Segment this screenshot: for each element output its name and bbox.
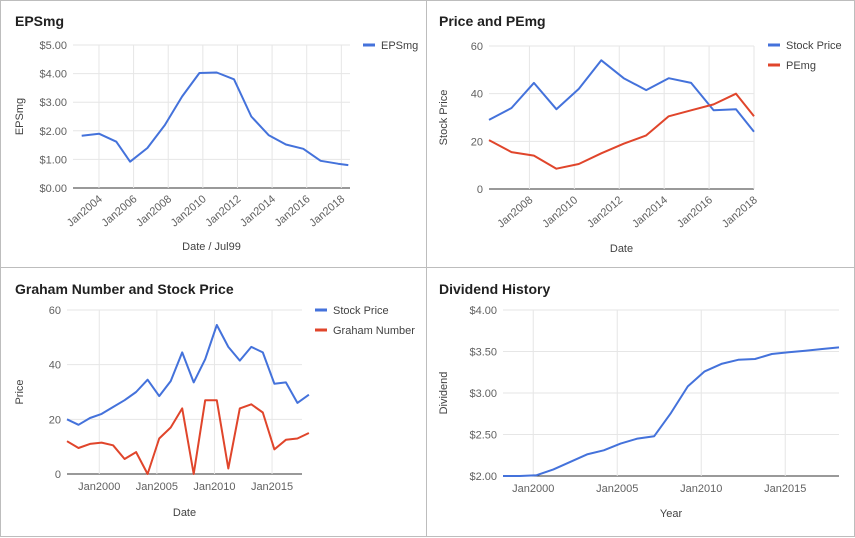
x-tick-label: Jan2004 (65, 193, 105, 229)
y-tick-label: $3.50 (469, 347, 497, 359)
x-tick-label: Jan2016 (273, 193, 313, 229)
y-axis-label: Price (14, 379, 26, 404)
x-tick-label: Jan2018 (720, 194, 760, 230)
x-tick-label: Jan2000 (512, 483, 554, 495)
y-tick-label: 60 (49, 305, 61, 317)
series-line-stock-price (66, 324, 310, 426)
chart-panel-price-pemg: Price and PEmg 0 20 40 60 Jan2008 Jan2010 Jan20… (426, 0, 855, 268)
x-tick-label: Jan2012 (203, 193, 243, 229)
chart-panel-dividend-history: Dividend History $2.00 $2.50 $3.00 $3.50 $4.0… (426, 267, 855, 537)
legend-label-graham-number: Graham Number (333, 325, 415, 337)
x-axis-label: Year (660, 508, 683, 520)
y-tick-label: $3.00 (39, 97, 67, 109)
x-tick-label: Jan2005 (596, 483, 638, 495)
legend-label-stock-price: Stock Price (786, 40, 842, 52)
y-tick-label: $2.00 (39, 126, 67, 138)
y-tick-label: $2.00 (469, 471, 497, 483)
y-tick-label: $4.00 (39, 69, 67, 81)
x-tick-label: Jan2010 (540, 194, 580, 230)
y-tick-label: $4.00 (469, 305, 497, 317)
chart-title: Price and PEmg (439, 13, 546, 29)
chart-svg: Graham Number and Stock Price 0 20 40 60 Jan2… (14, 281, 415, 519)
y-tick-label: 40 (471, 89, 483, 101)
x-tick-label: Jan2018 (307, 193, 347, 229)
y-axis-label: EPSmg (14, 98, 26, 135)
chart-title: Dividend History (439, 281, 550, 297)
x-tick-label: Jan2016 (675, 194, 715, 230)
y-tick-label: 40 (49, 360, 61, 372)
x-tick-label: Jan2012 (585, 194, 625, 230)
x-tick-label: Jan2015 (764, 483, 806, 495)
y-axis-label: Stock Price (438, 90, 450, 146)
y-tick-label: 20 (471, 136, 483, 148)
x-tick-label: Jan2010 (680, 483, 722, 495)
x-tick-label: Jan2006 (99, 193, 139, 229)
x-axis-label: Date (610, 243, 633, 255)
y-tick-label: $1.00 (39, 154, 67, 166)
y-tick-label: $2.50 (469, 430, 497, 442)
x-tick-label: Jan2014 (238, 193, 278, 229)
x-tick-label: Jan2008 (495, 194, 535, 230)
series-line-graham-number (66, 399, 310, 475)
x-axis-label: Date (173, 507, 196, 519)
x-tick-label: Jan2015 (251, 481, 293, 493)
y-tick-label: 0 (477, 184, 483, 196)
legend-label-stock-price: Stock Price (333, 305, 389, 317)
x-axis-label: Date / Jul99 (182, 241, 241, 253)
y-axis-label: Dividend (438, 372, 450, 415)
x-tick-label: Jan2000 (78, 481, 120, 493)
legend-label-pemg: PEmg (786, 60, 816, 72)
chart-svg: Dividend History $2.00 $2.50 $3.00 $3.50 $4.0… (438, 281, 840, 520)
chart-panel-epsmg: EPSmg $0.00 $1.00 $2.00 $3.00 $4.00 $5.00 Jan20… (0, 0, 427, 268)
x-tick-label: Jan2005 (136, 481, 178, 493)
x-tick-label: Jan2010 (169, 193, 209, 229)
chart-title: Graham Number and Stock Price (15, 281, 234, 297)
y-tick-label: 0 (55, 469, 61, 481)
x-tick-label: Jan2014 (630, 194, 670, 230)
y-tick-label: $0.00 (39, 183, 67, 195)
chart-title: EPSmg (15, 13, 64, 29)
y-tick-label: $3.00 (469, 388, 497, 400)
series-line-epsmg (81, 71, 349, 167)
y-tick-label: $5.00 (39, 40, 67, 52)
series-line-dividend (503, 346, 840, 477)
y-tick-label: 20 (49, 414, 61, 426)
chart-panel-graham-number: Graham Number and Stock Price 0 20 40 60 Jan2… (0, 267, 427, 537)
legend-label-epsmg: EPSmg (381, 40, 418, 52)
x-tick-label: Jan2010 (193, 481, 235, 493)
chart-svg: EPSmg $0.00 $1.00 $2.00 $3.00 $4.00 $5.00 Jan20… (14, 13, 418, 253)
series-line-stock-price (488, 59, 755, 133)
series-line-pemg (488, 92, 755, 170)
x-tick-label: Jan2008 (134, 193, 174, 229)
y-tick-label: 60 (471, 41, 483, 53)
